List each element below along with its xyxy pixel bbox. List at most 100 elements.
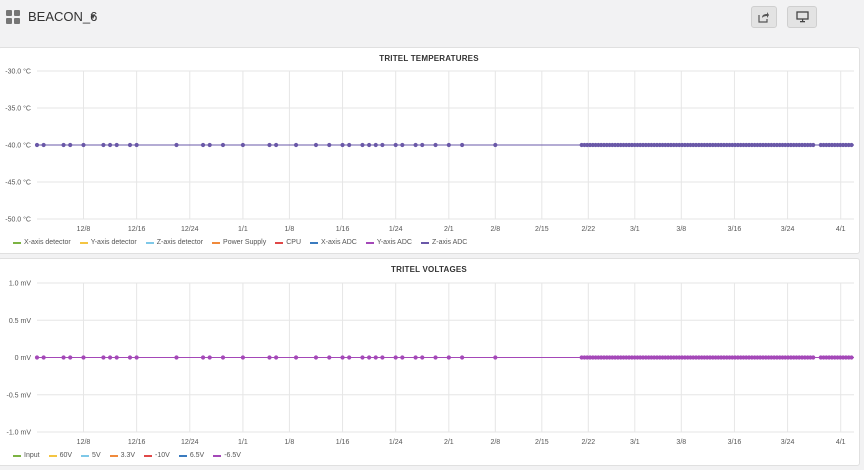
x-tick-label: 12/24: [181, 439, 199, 446]
voltages-panel: TRITEL VOLTAGES 1.0 mV 0.5 mV 0 mV -0.5 mV -…: [0, 258, 860, 466]
legend-swatch: [48, 454, 57, 457]
legend-item[interactable]: Power Supply: [212, 239, 266, 246]
data-point: [446, 355, 451, 360]
y-tick-label: -40.0 °C: [5, 142, 31, 150]
y-tick-label: 0.5 mV: [9, 318, 32, 325]
data-point: [433, 355, 438, 360]
data-point: [68, 355, 73, 360]
data-point: [274, 142, 279, 148]
data-point: [493, 355, 498, 360]
legend-item[interactable]: Z-axis detector: [145, 239, 204, 246]
data-point: [207, 355, 212, 360]
share-icon: [758, 12, 769, 23]
legend-label: 6.5V: [189, 452, 205, 459]
legend-item[interactable]: 60V: [48, 452, 73, 459]
data-point: [114, 142, 119, 148]
data-point: [393, 142, 398, 148]
data-point: [101, 142, 106, 148]
data-point: [493, 142, 498, 148]
data-point: [400, 355, 405, 360]
chevron-down-icon[interactable]: ▼: [89, 12, 97, 21]
x-tick-label: 4/1: [836, 439, 846, 446]
monitor-icon: [795, 11, 809, 23]
share-button[interactable]: [751, 6, 777, 28]
voltages-legend: Input 60V 5V 3.3V -10V 6.5V -6.5V: [13, 452, 241, 459]
data-point: [220, 142, 226, 148]
dashboard-grid-icon[interactable]: [6, 10, 20, 24]
y-tick-label: 1.0 mV: [9, 281, 32, 288]
y-tick-label: -35.0 °C: [5, 105, 31, 113]
legend-swatch: [212, 241, 221, 244]
legend-item[interactable]: Input: [13, 452, 40, 459]
data-point: [327, 142, 332, 148]
data-point: [811, 355, 816, 360]
data-point: [68, 142, 73, 148]
data-point: [400, 142, 405, 148]
dashboard-title[interactable]: BEACON_6: [28, 9, 98, 24]
data-point: [200, 355, 206, 360]
x-tick-label: 1/1: [238, 439, 248, 446]
data-point: [380, 142, 385, 148]
legend-swatch: [178, 454, 187, 457]
legend-item[interactable]: 5V: [81, 452, 101, 459]
legend-swatch: [145, 241, 154, 244]
x-tick-label: 2/1: [444, 226, 454, 233]
y-tick-label: -0.5 mV: [6, 392, 31, 399]
x-tick-label: 3/24: [781, 439, 795, 446]
legend-label: 60V: [59, 452, 73, 459]
legend-label: Y-axis detector: [90, 239, 137, 246]
legend-swatch: [13, 454, 21, 457]
data-point: [41, 355, 46, 360]
data-point: [41, 142, 46, 148]
data-point: [360, 142, 365, 148]
legend-swatch: [275, 241, 284, 244]
data-point: [127, 355, 133, 360]
data-point: [134, 142, 139, 148]
legend-item[interactable]: Y-axis detector: [79, 239, 137, 246]
temperatures-legend: X-axis detector Y-axis detector Z-axis det…: [13, 239, 467, 246]
x-tick-label: 12/8: [77, 226, 91, 233]
data-point: [267, 142, 272, 148]
x-tick-label: 3/1: [630, 439, 640, 446]
data-point: [174, 355, 179, 360]
panel-title: TRITEL TEMPERATURES: [379, 54, 479, 63]
legend-item[interactable]: -10V: [144, 452, 170, 459]
legend-label: Z-axis ADC: [431, 239, 468, 246]
legend-item[interactable]: -6.5V: [213, 452, 241, 459]
data-point: [849, 142, 854, 148]
x-tick-label: 3/24: [781, 226, 795, 233]
legend-item[interactable]: Z-axis ADC: [420, 239, 468, 246]
legend-item[interactable]: X-axis detector: [13, 239, 71, 246]
legend-item[interactable]: 6.5V: [178, 452, 205, 459]
legend-swatch: [310, 241, 319, 244]
data-point: [433, 142, 438, 148]
top-bar: BEACON_6 ▼: [0, 0, 864, 40]
legend-item[interactable]: 3.3V: [109, 452, 135, 459]
legend-label: -6.5V: [224, 452, 241, 459]
x-tick-label: 2/8: [490, 226, 500, 233]
x-tick-label: 2/8: [490, 439, 500, 446]
x-tick-label: 1/1: [238, 226, 248, 233]
legend-item[interactable]: CPU: [275, 239, 301, 246]
legend-swatch: [420, 241, 429, 244]
data-point: [420, 142, 425, 148]
data-point: [340, 142, 345, 148]
data-point: [460, 142, 465, 148]
data-point: [373, 355, 378, 360]
x-tick-label: 1/16: [336, 439, 350, 446]
data-point: [811, 142, 816, 148]
x-tick-label: 1/8: [285, 226, 295, 233]
data-point: [127, 142, 133, 148]
data-point: [460, 355, 465, 360]
kiosk-mode-button[interactable]: [787, 6, 817, 28]
data-point: [420, 355, 425, 360]
legend-item[interactable]: X-axis ADC: [310, 239, 357, 246]
data-point: [61, 355, 66, 360]
data-point: [267, 355, 272, 360]
data-point: [313, 355, 319, 360]
data-point: [413, 355, 418, 360]
data-point: [274, 355, 279, 360]
legend-item[interactable]: Y-axis ADC: [365, 239, 412, 246]
temperatures-chart: -30.0 °C -35.0 °C -40.0 °C -45.0 °C -50.0 °C…: [5, 68, 854, 233]
legend-label: Z-axis detector: [156, 239, 204, 246]
